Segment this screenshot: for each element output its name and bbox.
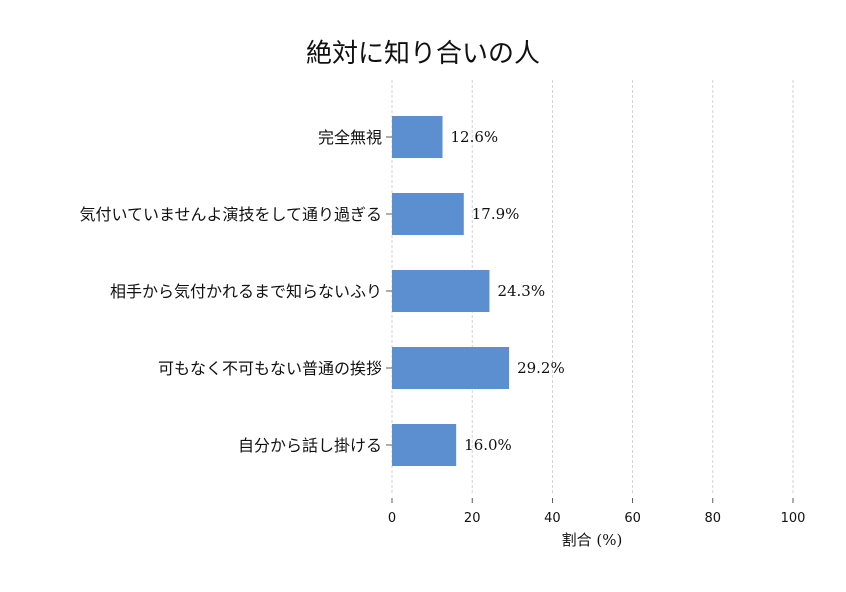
x-tick-label: 60 — [624, 511, 641, 526]
data-label: 16.0% — [464, 436, 512, 454]
category-label: 自分から話し掛ける — [238, 436, 382, 455]
x-tick-label: 40 — [544, 511, 561, 526]
data-label: 17.9% — [472, 205, 520, 223]
bar — [392, 270, 490, 312]
category-label: 相手から気付かれるまで知らないふり — [110, 282, 382, 301]
category-label: 気付いていませんよ演技をして通り過ぎる — [79, 205, 382, 224]
bar — [392, 193, 464, 235]
data-label: 29.2% — [517, 359, 565, 377]
bar — [392, 116, 443, 158]
x-tick-label: 0 — [388, 511, 396, 526]
x-tick-label: 80 — [705, 511, 722, 526]
data-label: 24.3% — [497, 282, 545, 300]
x-tick-label: 20 — [464, 511, 481, 526]
bar — [392, 347, 510, 389]
x-axis-label: 割合 (%) — [562, 531, 623, 549]
category-label: 可もなく不可もない普通の挨拶 — [158, 359, 382, 378]
data-label: 12.6% — [451, 128, 499, 146]
category-label: 完全無視 — [318, 128, 382, 147]
chart-title: 絶対に知り合いの人 — [306, 39, 540, 69]
x-tick-label: 100 — [781, 511, 806, 526]
bar — [392, 424, 457, 466]
